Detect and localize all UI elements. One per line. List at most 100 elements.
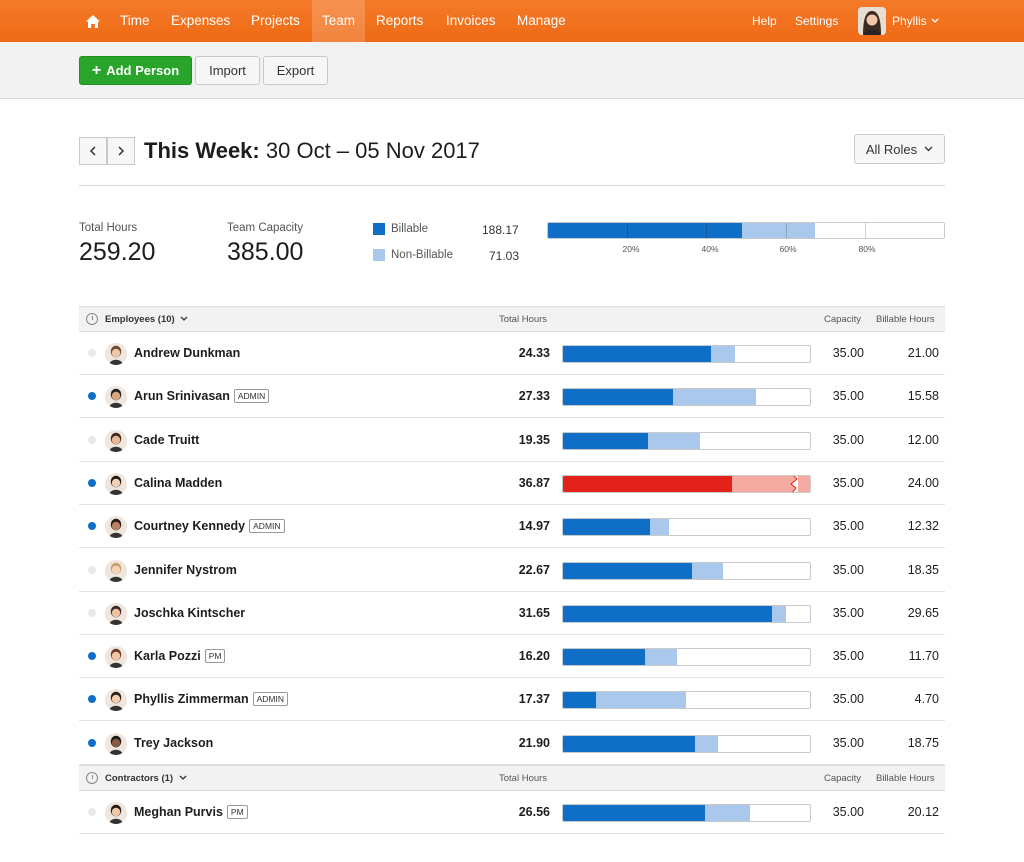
total-hours-cell: 14.97: [518, 519, 550, 534]
total-hours-cell: 26.56: [518, 805, 550, 819]
hours-bar: [562, 648, 811, 667]
plus-icon: +: [91, 61, 102, 79]
capacity-cell: 35.00: [832, 692, 864, 707]
person-name: Meghan Purvis: [134, 805, 223, 819]
nav-time[interactable]: Time: [120, 13, 150, 28]
nav-manage[interactable]: Manage: [517, 13, 566, 28]
billable-hours-cell: 11.70: [908, 649, 939, 664]
person-name-cell[interactable]: Phyllis Zimmerman ADMIN: [134, 692, 289, 707]
person-name-cell[interactable]: Trey Jackson: [134, 736, 213, 750]
status-dot: [88, 522, 96, 531]
add-person-label: Add Person: [106, 63, 180, 78]
billable-segment: [563, 735, 696, 752]
avatar: [105, 343, 127, 365]
person-name-cell[interactable]: Cade Truitt: [134, 433, 199, 447]
avatar: [105, 689, 127, 712]
export-button[interactable]: Export: [263, 56, 328, 85]
billable-segment: [563, 519, 650, 536]
hours-bar: [562, 691, 811, 710]
table-row[interactable]: Meghan Purvis PM 26.56 35.00 20.12: [79, 791, 945, 834]
person-name-cell[interactable]: Meghan Purvis PM: [134, 805, 248, 819]
team-capacity-value: 385.00: [227, 238, 304, 266]
nonbillable-segment: [649, 519, 669, 536]
total-hours-value: 259.20: [79, 238, 156, 266]
table-row[interactable]: Trey Jackson 21.90 35.00 18.75: [79, 722, 945, 765]
clock-icon: [86, 772, 98, 784]
hours-bar: [562, 431, 811, 450]
avatar: [105, 516, 127, 539]
user-menu[interactable]: Phyllis: [892, 0, 939, 42]
divider: [79, 185, 945, 186]
table-row[interactable]: Cade Truitt 19.35 35.00 12.00: [79, 419, 945, 462]
person-name-cell[interactable]: Courtney Kennedy ADMIN: [134, 519, 285, 534]
avatar: [105, 429, 127, 452]
nav-settings[interactable]: Settings: [795, 14, 839, 28]
col-total-hours: Total Hours: [499, 314, 548, 325]
billable-hours-cell: 12.32: [907, 519, 939, 534]
table-row[interactable]: Karla Pozzi PM 16.20 35.00 11.70: [79, 635, 945, 679]
nav-reports[interactable]: Reports: [376, 13, 424, 28]
user-name: Phyllis: [892, 14, 927, 28]
billable-segment: [563, 432, 648, 449]
person-name-cell[interactable]: Karla Pozzi PM: [134, 649, 226, 664]
nav-projects[interactable]: Projects: [251, 13, 300, 28]
hours-bar: [562, 734, 811, 753]
billable-hours-cell: 18.35: [907, 562, 939, 577]
tick-label-20: 20%: [622, 244, 640, 254]
total-hours-cell: 24.33: [518, 346, 550, 360]
status-dot: [88, 435, 96, 444]
table-row[interactable]: Joschka Kintscher 31.65 35.00 29.65: [79, 592, 945, 635]
user-avatar[interactable]: [858, 7, 886, 35]
total-hours-cell: 21.90: [518, 735, 550, 750]
employees-group-toggle[interactable]: Employees (10): [105, 314, 188, 325]
table-row[interactable]: Arun Srinivasan ADMIN 27.33 35.00 15.58: [79, 375, 945, 419]
col-capacity: Capacity: [824, 773, 861, 784]
hours-bar: [562, 804, 811, 822]
next-week-button[interactable]: [107, 137, 135, 165]
nav-expenses[interactable]: Expenses: [171, 13, 231, 28]
capacity-cell: 35.00: [832, 432, 864, 447]
top-nav: Time Expenses Projects Team Reports Invo…: [0, 0, 1024, 42]
col-billable-hours: Billable Hours: [876, 314, 935, 325]
billable-hours-cell: 18.75: [907, 735, 939, 750]
status-dot: [88, 392, 96, 401]
week-prefix: This Week:: [144, 138, 260, 163]
person-name: Courtney Kennedy: [134, 519, 246, 534]
capacity-cell: 35.00: [832, 562, 864, 577]
nonbillable-segment: [705, 805, 751, 821]
person-name-cell[interactable]: Andrew Dunkman: [134, 346, 240, 360]
add-person-button[interactable]: + Add Person: [79, 56, 192, 85]
table-row[interactable]: Phyllis Zimmerman ADMIN 17.37 35.00 4.70: [79, 678, 945, 722]
roles-label: All Roles: [865, 141, 918, 157]
col-capacity: Capacity: [824, 314, 861, 325]
billable-legend-label: Billable: [391, 223, 429, 235]
nonbillable-segment: [645, 649, 678, 666]
import-button[interactable]: Import: [195, 56, 260, 85]
table-row[interactable]: Jennifer Nystrom 22.67 35.00 18.35: [79, 549, 945, 592]
role-badge: PM: [226, 805, 248, 819]
home-icon[interactable]: [78, 0, 108, 42]
person-name-cell[interactable]: Calina Madden: [134, 476, 222, 490]
prev-week-button[interactable]: [79, 137, 107, 165]
person-name: Jennifer Nystrom: [134, 562, 237, 577]
hours-bar: [562, 561, 811, 580]
person-name-cell[interactable]: Arun Srinivasan ADMIN: [134, 389, 270, 404]
table-row[interactable]: Calina Madden 36.87 35.00 24.00: [79, 462, 945, 505]
person-name-cell[interactable]: Joschka Kintscher: [134, 606, 245, 620]
table-row[interactable]: Courtney Kennedy ADMIN 14.97 35.00 12.32: [79, 505, 945, 549]
capacity-cell: 35.00: [832, 475, 864, 490]
toolbar: + Add Person Import Export: [0, 42, 1024, 99]
person-name: Joschka Kintscher: [134, 605, 246, 620]
roles-dropdown[interactable]: All Roles: [854, 134, 945, 164]
billable-segment: [563, 389, 673, 406]
person-name-cell[interactable]: Jennifer Nystrom: [134, 563, 237, 577]
billable-hours-cell: 15.58: [907, 389, 939, 404]
role-badge: ADMIN: [249, 519, 285, 534]
nav-invoices[interactable]: Invoices: [446, 13, 496, 28]
billable-hours-cell: 20.12: [907, 805, 939, 819]
nav-team[interactable]: Team: [312, 0, 366, 42]
chevron-right-icon: [118, 146, 125, 156]
table-row[interactable]: Andrew Dunkman 24.33 35.00 21.00: [79, 332, 945, 375]
nav-help[interactable]: Help: [752, 14, 777, 28]
contractors-group-toggle[interactable]: Contractors (1): [105, 773, 187, 784]
